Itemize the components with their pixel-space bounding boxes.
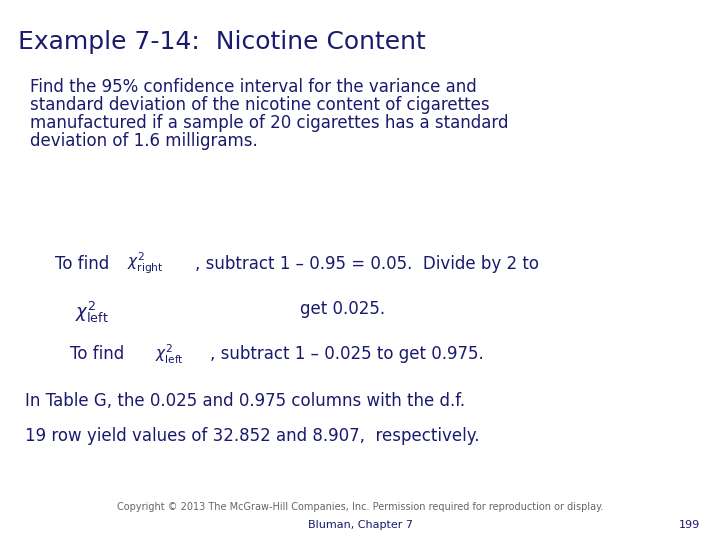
Text: Copyright © 2013 The McGraw-Hill Companies, Inc. Permission required for reprodu: Copyright © 2013 The McGraw-Hill Compani… xyxy=(117,502,603,512)
Text: $\chi^2_{\rm left}$: $\chi^2_{\rm left}$ xyxy=(75,300,109,325)
Text: $\chi^2_{\rm left}$: $\chi^2_{\rm left}$ xyxy=(155,343,184,366)
Text: To find: To find xyxy=(55,255,109,273)
Text: Find the 95% confidence interval for the variance and: Find the 95% confidence interval for the… xyxy=(30,78,477,96)
Text: Bluman, Chapter 7: Bluman, Chapter 7 xyxy=(307,520,413,530)
Text: get 0.025.: get 0.025. xyxy=(300,300,385,318)
Text: standard deviation of the nicotine content of cigarettes: standard deviation of the nicotine conte… xyxy=(30,96,490,114)
Text: $\chi^2_{\rm right}$: $\chi^2_{\rm right}$ xyxy=(127,251,163,276)
Text: Example 7-14:  Nicotine Content: Example 7-14: Nicotine Content xyxy=(18,30,426,54)
Text: 19 row yield values of 32.852 and 8.907,  respectively.: 19 row yield values of 32.852 and 8.907,… xyxy=(25,427,480,445)
Text: To find: To find xyxy=(70,345,125,363)
Text: In Table G, the 0.025 and 0.975 columns with the d.f.: In Table G, the 0.025 and 0.975 columns … xyxy=(25,392,465,410)
Text: deviation of 1.6 milligrams.: deviation of 1.6 milligrams. xyxy=(30,132,258,150)
Text: , subtract 1 – 0.025 to get 0.975.: , subtract 1 – 0.025 to get 0.975. xyxy=(210,345,484,363)
Text: 199: 199 xyxy=(679,520,700,530)
Text: , subtract 1 – 0.95 = 0.05.  Divide by 2 to: , subtract 1 – 0.95 = 0.05. Divide by 2 … xyxy=(195,255,539,273)
Text: manufactured if a sample of 20 cigarettes has a standard: manufactured if a sample of 20 cigarette… xyxy=(30,114,508,132)
